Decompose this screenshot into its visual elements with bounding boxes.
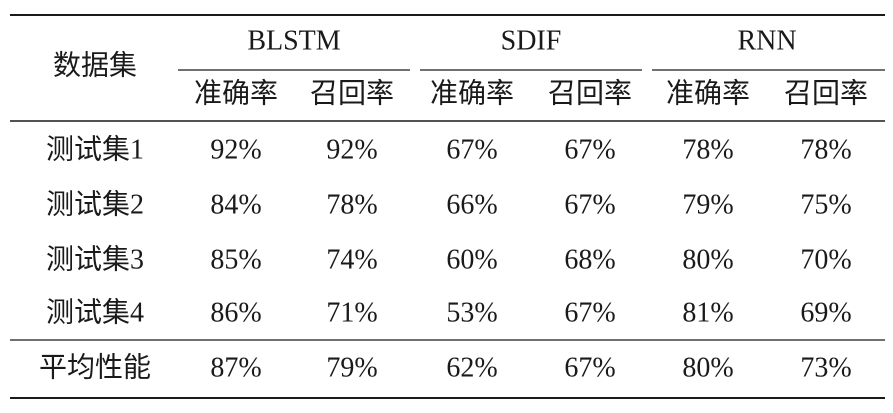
row-label: 测试集1 — [46, 133, 144, 165]
sub-header: 准确率 — [194, 77, 278, 109]
cell: 92% — [326, 134, 377, 165]
group-header: RNN — [737, 25, 796, 56]
cell: 66% — [446, 189, 497, 220]
cell: 67% — [564, 352, 615, 383]
sub-header: 召回率 — [548, 77, 632, 109]
sub-header: 召回率 — [784, 77, 868, 109]
row-label: 平均性能 — [39, 351, 151, 383]
cell: 67% — [564, 189, 615, 220]
cell: 67% — [446, 134, 497, 165]
cell: 78% — [800, 134, 851, 165]
cell: 75% — [800, 189, 851, 220]
cell: 60% — [446, 244, 497, 275]
cell: 79% — [682, 189, 733, 220]
cell: 78% — [326, 189, 377, 220]
group-header: SDIF — [501, 25, 562, 56]
cell: 67% — [564, 297, 615, 328]
row-label: 测试集3 — [46, 243, 144, 275]
group-header: BLSTM — [247, 25, 340, 56]
cell: 62% — [446, 352, 497, 383]
sub-header: 准确率 — [430, 77, 514, 109]
cell: 92% — [210, 134, 261, 165]
cell: 78% — [682, 134, 733, 165]
cell: 70% — [800, 244, 851, 275]
sub-header: 准确率 — [666, 77, 750, 109]
cell: 84% — [210, 189, 261, 220]
row-label: 测试集2 — [46, 188, 144, 220]
cell: 74% — [326, 244, 377, 275]
cell: 80% — [682, 352, 733, 383]
cell: 68% — [564, 244, 615, 275]
cell: 79% — [326, 352, 377, 383]
cell: 67% — [564, 134, 615, 165]
cell: 69% — [800, 297, 851, 328]
cell: 71% — [326, 297, 377, 328]
row-header: 数据集 — [53, 49, 137, 81]
cell: 85% — [210, 244, 261, 275]
cell: 81% — [682, 297, 733, 328]
cell: 80% — [682, 244, 733, 275]
row-label: 测试集4 — [46, 296, 144, 328]
cell: 87% — [210, 352, 261, 383]
sub-header: 召回率 — [310, 77, 394, 109]
cell: 53% — [446, 297, 497, 328]
cell: 73% — [800, 352, 851, 383]
cell: 86% — [210, 297, 261, 328]
